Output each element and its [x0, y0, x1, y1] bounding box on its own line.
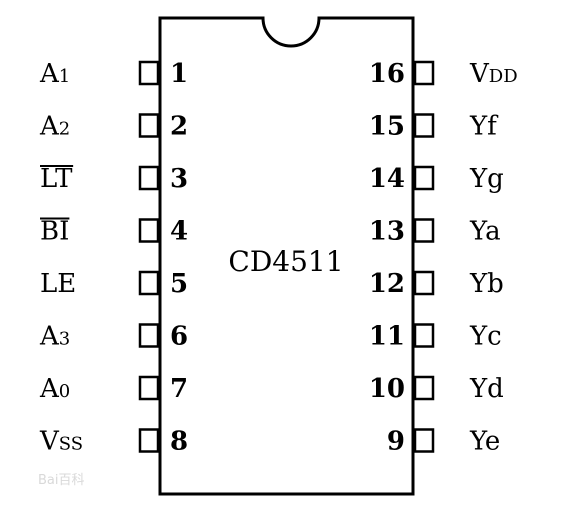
pin-13: 13 Ya — [369, 217, 501, 247]
pin-signal-label-main: Ye — [469, 427, 500, 457]
pin-signal-label-main: A — [39, 112, 60, 142]
pin-10: 10 Yd — [369, 374, 504, 404]
pin-9: 9 Ye — [387, 427, 500, 457]
pin-number: 16 — [369, 59, 405, 89]
right-pin-group: 16 VDD 15 Yf 14 Yg 13 Ya 12 Yb 11 Yc 10 Yd 9 Ye — [369, 59, 518, 457]
pin-signal-label-main: Yf — [469, 112, 499, 142]
pin-signal-label: LE — [40, 269, 76, 299]
pin-signal-label: VDD — [469, 59, 518, 89]
pin-signal-label-main: LE — [40, 269, 76, 299]
pin-2: 2A2 — [39, 112, 188, 142]
pin-signal-label-main: Yc — [469, 322, 502, 352]
pin-number: 2 — [170, 112, 188, 142]
pin-signal-label-main: A — [39, 322, 60, 352]
pin-signal-label: A3 — [39, 322, 70, 352]
pin-12: 12 Yb — [369, 269, 504, 299]
pin-signal-label: Yb — [469, 269, 504, 299]
pin-signal-label-subscript: 1 — [59, 66, 70, 87]
pin-14: 14 Yg — [369, 164, 504, 194]
pin-number: 13 — [369, 217, 405, 247]
pin-pad — [413, 428, 435, 453]
pin-signal-label-main: LT — [40, 164, 73, 194]
pin-number: 10 — [369, 374, 405, 404]
chip-outline — [158, 16, 415, 496]
pin-number: 9 — [387, 427, 405, 457]
pin-signal-label: A1 — [39, 59, 70, 89]
pin-number: 12 — [369, 269, 405, 299]
pin-1: 1A1 — [39, 59, 188, 89]
pin-pad — [138, 165, 160, 191]
pin-number: 4 — [170, 217, 188, 247]
pin-7: 7 A0 — [39, 374, 188, 404]
pin-pad — [413, 113, 435, 138]
pin-signal-label-main: Yb — [469, 269, 504, 299]
pin-signal-label-subscript: DD — [489, 66, 518, 87]
pin-signal-label: Yc — [469, 322, 502, 352]
pin-signal-label-main: Yg — [469, 164, 504, 194]
pin-pad — [138, 270, 160, 296]
pin-signal-label-main: Yd — [469, 374, 504, 404]
pin-pad — [413, 270, 435, 296]
pin-11: 11 Yc — [369, 322, 502, 352]
pin-signal-label-main: A — [39, 374, 60, 404]
pin-number: 8 — [170, 427, 188, 457]
pin-number: 15 — [369, 112, 405, 142]
pin-16: 16 VDD — [369, 59, 518, 89]
pin-pad — [138, 428, 160, 453]
pin-pad — [413, 218, 435, 243]
pin-number: 6 — [170, 322, 188, 352]
pin-number: 3 — [170, 164, 188, 194]
chip-body — [158, 16, 415, 496]
pin-signal-label: Yf — [469, 112, 499, 142]
pin-signal-label: BI — [40, 217, 69, 247]
pin-8: 8 VSS — [39, 427, 188, 457]
pin-pad — [138, 323, 160, 348]
pin-signal-label: VSS — [39, 427, 83, 457]
pin-number: 14 — [369, 164, 405, 194]
pin-signal-label-main: V — [469, 59, 490, 89]
pin-signal-label: Yg — [469, 164, 504, 194]
pin-signal-label-main: V — [39, 427, 60, 457]
watermark: Bai百科 — [38, 473, 85, 488]
pin-signal-label: A0 — [39, 374, 70, 404]
pin-pad — [413, 323, 435, 348]
pin-signal-label: Ya — [469, 217, 501, 247]
pin-pad — [138, 375, 160, 401]
pin-pad — [138, 113, 160, 138]
pin-signal-label-subscript: SS — [59, 434, 83, 455]
chip-name: CD4511 — [228, 245, 343, 278]
pin-signal-label: A2 — [39, 112, 70, 142]
pin-pad — [138, 60, 160, 86]
pin-pad — [138, 218, 160, 243]
pin-signal-label-main: A — [39, 59, 60, 89]
pin-signal-label-subscript: 3 — [59, 329, 70, 350]
pin-4: 4 BI — [40, 217, 188, 247]
pin-signal-label-subscript: 2 — [59, 119, 70, 140]
pin-number: 5 — [170, 269, 188, 299]
pin-pad — [413, 60, 435, 86]
pin-pad — [413, 375, 435, 401]
pin-number: 1 — [170, 59, 188, 89]
pin-signal-label: Yd — [469, 374, 504, 404]
pin-6: 6 A3 — [39, 322, 188, 352]
pin-pad — [413, 165, 435, 191]
pin-signal-label: Ye — [469, 427, 500, 457]
pin-signal-label-main: BI — [40, 217, 69, 247]
pin-number: 11 — [369, 322, 405, 352]
pin-15: 15 Yf — [369, 112, 499, 142]
pin-signal-label-subscript: 0 — [59, 381, 70, 402]
pin-number: 7 — [170, 374, 188, 404]
pin-3: 3 LT — [40, 164, 188, 194]
pin-signal-label-main: Ya — [469, 217, 501, 247]
pin-signal-label: LT — [40, 164, 73, 194]
pin-5: 5 LE — [40, 269, 188, 299]
